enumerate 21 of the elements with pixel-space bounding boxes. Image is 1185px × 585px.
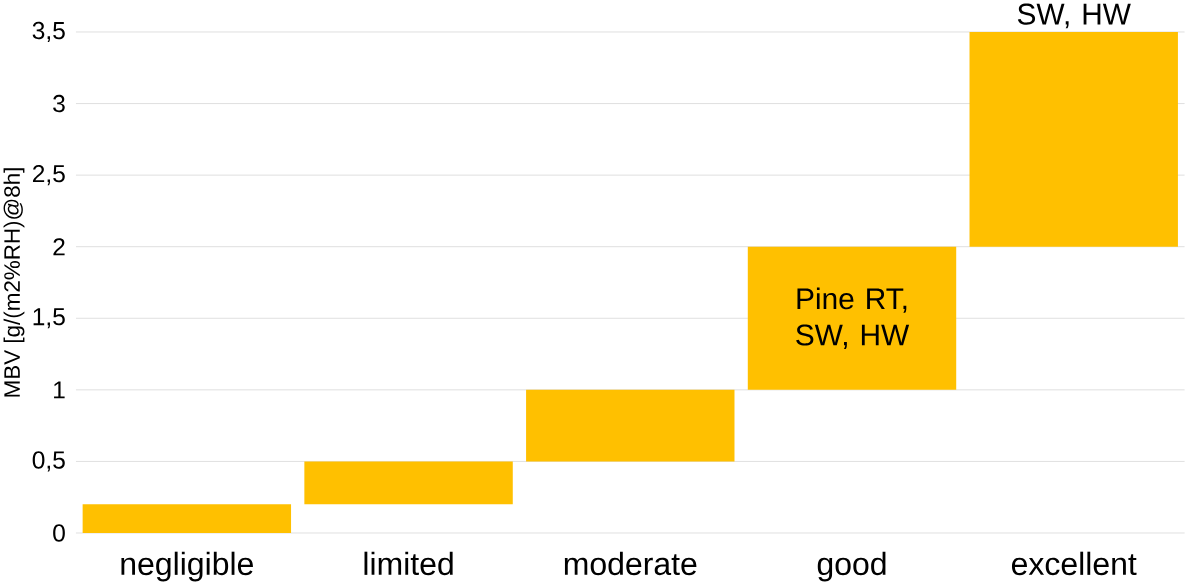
y-tick-label: 2 (53, 238, 65, 256)
annotation: Pine RT, SW, HW (796, 287, 910, 350)
bar (304, 461, 513, 505)
bar (526, 389, 735, 462)
y-tick-label: 1,5 (33, 308, 65, 329)
y-tick-label: 1 (54, 381, 65, 399)
y-tick-label: 3 (53, 94, 65, 113)
y-tick-label: 0,5 (32, 451, 65, 472)
x-tick-label: limited (364, 551, 453, 576)
y-axis-title: MBV [g/(m2%RH)@8h] (3, 168, 25, 397)
x-tick-label: good (817, 551, 886, 582)
x-tick-label: negligible (121, 551, 253, 582)
text: SW, HW (1017, 3, 1131, 29)
y-tick-label: 3,5 (32, 21, 65, 43)
x-tick-label: moderate (564, 551, 697, 576)
y-tick-label: 0 (53, 524, 65, 542)
bar (747, 246, 957, 390)
y-tick-label: 2,5 (32, 164, 65, 186)
bar (82, 504, 292, 533)
x-tick-label: excellent (1011, 551, 1137, 576)
bar (969, 31, 1178, 247)
